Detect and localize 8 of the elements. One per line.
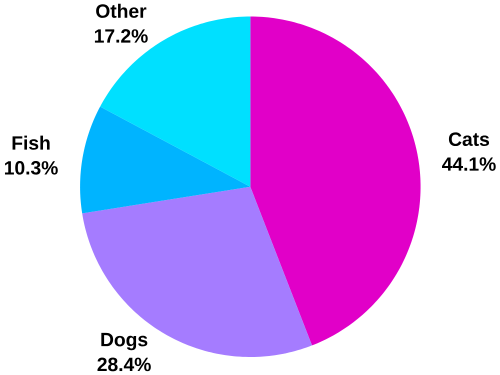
slice-label: Cats bbox=[448, 132, 490, 146]
slice-label: Other bbox=[96, 4, 146, 18]
slice-label: Fish bbox=[12, 136, 50, 150]
slice-label: Dogs bbox=[101, 332, 148, 350]
data-label: 28.4% bbox=[98, 358, 151, 372]
data-label: 10.3% bbox=[4, 161, 58, 175]
data-label: 17.2% bbox=[94, 29, 148, 43]
data-label: 44.1% bbox=[442, 157, 496, 171]
